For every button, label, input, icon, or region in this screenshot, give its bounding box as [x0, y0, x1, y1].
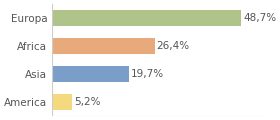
Text: 19,7%: 19,7% [130, 69, 164, 79]
Bar [52, 10, 241, 26]
Bar [52, 38, 155, 54]
Text: 5,2%: 5,2% [74, 97, 101, 107]
Text: 48,7%: 48,7% [243, 13, 276, 23]
Text: 26,4%: 26,4% [157, 41, 190, 51]
Bar [52, 66, 129, 82]
Bar [52, 94, 72, 110]
